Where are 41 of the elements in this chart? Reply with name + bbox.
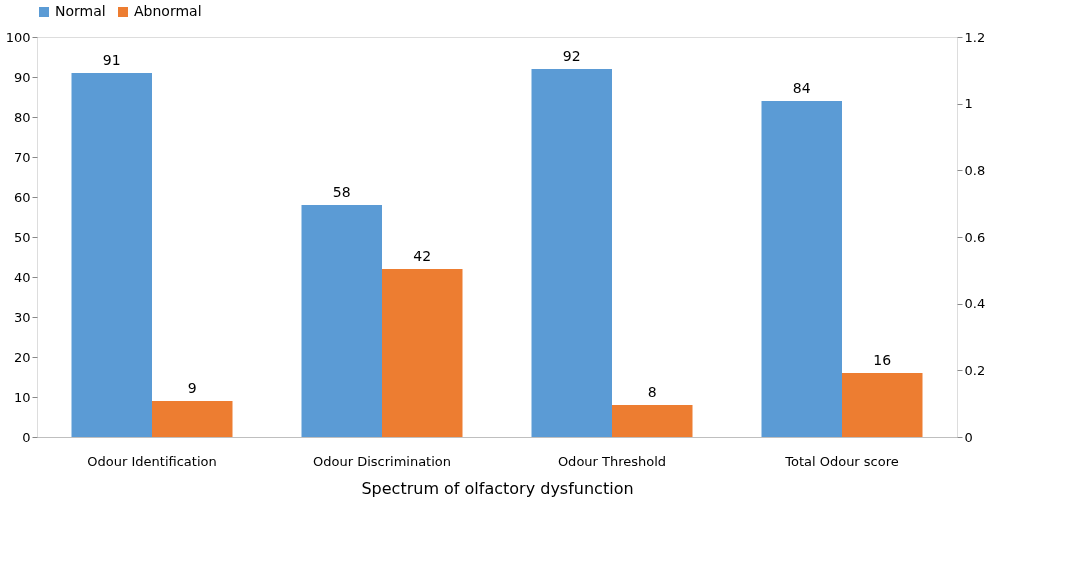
bar — [301, 205, 382, 437]
y-tick-label: 30 — [13, 309, 31, 325]
y2-tick-label: 0.8 — [964, 162, 986, 178]
y-tick-label: 0 — [22, 429, 31, 445]
data-label: 16 — [873, 352, 892, 368]
x-tick-label: Odour Discrimination — [312, 453, 452, 469]
data-label: 9 — [187, 380, 197, 396]
x-tick-label: Odour Identification — [87, 453, 217, 469]
bar — [71, 73, 152, 437]
data-label: 91 — [102, 52, 121, 68]
y-tick-label: 90 — [13, 69, 31, 85]
y2-tick-label: 0 — [964, 429, 973, 445]
bar — [842, 373, 923, 437]
y-tick-label: 10 — [13, 389, 31, 405]
y-tick-label: 40 — [13, 269, 31, 285]
data-label: 8 — [647, 384, 657, 400]
y-tick-label: 70 — [13, 149, 31, 165]
y2-tick-label: 0.4 — [964, 296, 986, 312]
y-tick-label: 20 — [13, 349, 31, 365]
y-tick-label: 50 — [13, 229, 31, 245]
y-tick-label: 100 — [5, 29, 31, 45]
y2-tick-label: 0.2 — [964, 362, 986, 378]
bar — [382, 269, 463, 437]
x-tick-label: Total Odour score — [784, 453, 899, 469]
bar — [612, 405, 693, 437]
y-tick-label: 80 — [13, 109, 31, 125]
bar — [761, 101, 842, 437]
data-label: 58 — [332, 184, 351, 200]
x-axis-title: Spectrum of olfactory dysfunction — [361, 478, 634, 498]
y2-tick-label: 1 — [964, 96, 973, 112]
y-tick-label: 60 — [13, 189, 31, 205]
y2-tick-label: 1.2 — [964, 29, 986, 45]
x-tick-label: Odour Threshold — [557, 453, 667, 469]
data-label: 42 — [413, 248, 432, 264]
legend-label: Normal — [55, 3, 106, 19]
bar — [152, 401, 233, 437]
bar — [531, 69, 612, 437]
legend-label: Abnormal — [134, 3, 202, 19]
data-label: 84 — [792, 80, 811, 96]
data-label: 92 — [562, 48, 581, 64]
y2-tick-label: 0.6 — [964, 229, 986, 245]
